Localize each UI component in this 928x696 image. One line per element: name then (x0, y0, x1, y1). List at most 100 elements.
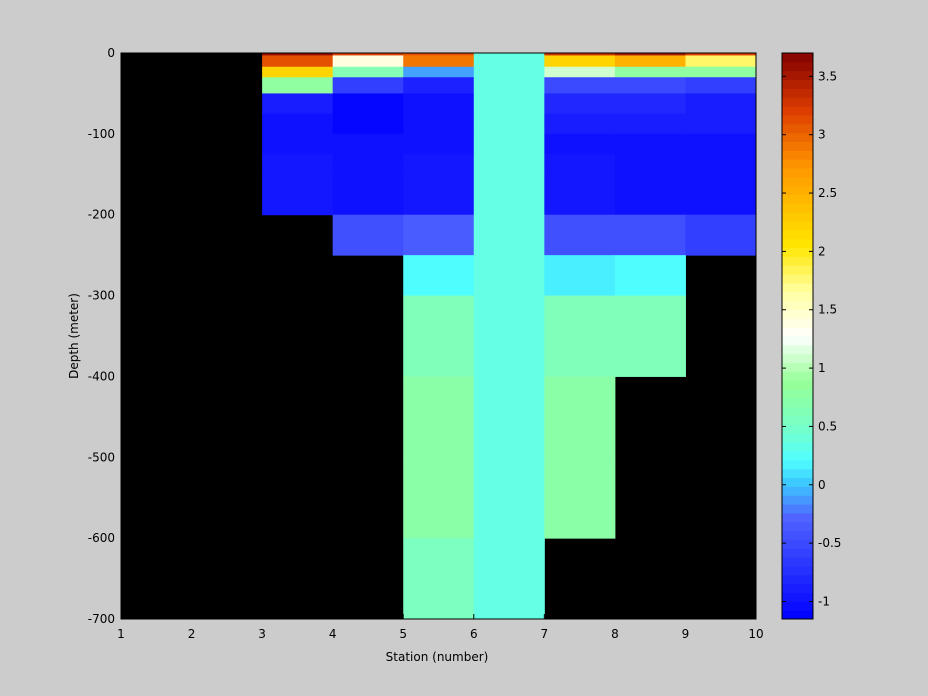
heatmap-cell (544, 255, 616, 297)
colorbar-segment (782, 371, 813, 381)
y-tick-label: -400 (88, 369, 115, 383)
heatmap-cell (473, 53, 545, 56)
colorbar-segment (782, 318, 813, 328)
heatmap-cell (403, 93, 475, 115)
heatmap-cell (473, 66, 545, 78)
colorbar-tick-label: -1 (818, 594, 830, 608)
heatmap-cell (473, 174, 545, 216)
heatmap-cell (544, 133, 616, 155)
colorbar-segment (782, 362, 813, 372)
colorbar-segment (782, 114, 813, 125)
colorbar-segment (782, 380, 813, 390)
colorbar-segment (782, 265, 813, 275)
colorbar-segment (782, 574, 813, 585)
heatmap-cell (403, 133, 475, 155)
heatmap-cell (544, 457, 616, 539)
heatmap-cell (332, 93, 404, 115)
colorbar-segment (782, 539, 813, 549)
heatmap-cell (262, 113, 334, 135)
colorbar-segment (782, 557, 813, 567)
heatmap-cell (262, 55, 334, 68)
x-tick-label: 4 (329, 627, 337, 641)
heatmap-cell (685, 174, 757, 216)
heatmap-cell (614, 53, 686, 56)
heatmap-cell (332, 174, 404, 216)
x-tick-label: 7 (541, 627, 549, 641)
heatmap-cell (473, 376, 545, 458)
heatmap-cell (614, 77, 686, 94)
x-tick-label: 5 (399, 627, 407, 641)
colorbar-tick-label: 3 (818, 128, 826, 142)
y-tick-label: 0 (107, 46, 115, 60)
heatmap-cell (614, 66, 686, 78)
heatmap-cell (614, 295, 686, 377)
colorbar-segment (782, 256, 813, 266)
heatmap-cell (614, 214, 686, 256)
x-tick-label: 10 (748, 627, 763, 641)
colorbar-segment (782, 477, 813, 487)
heatmap-cell (473, 457, 545, 539)
colorbar-segment (782, 70, 813, 81)
colorbar-segment (782, 300, 813, 310)
heatmap-cell (685, 133, 757, 155)
heatmap-cell (332, 133, 404, 155)
heatmap-cell (685, 55, 757, 68)
x-tick-label: 8 (611, 627, 619, 641)
heatmap-cell (544, 376, 616, 458)
colorbar-segment (782, 132, 813, 142)
colorbar-segment (782, 424, 813, 434)
y-axis-label: Depth (meter) (67, 293, 81, 379)
heatmap-cell (403, 457, 475, 539)
colorbar-segment (782, 601, 813, 611)
colorbar-segment (782, 592, 813, 602)
heatmap-cell (614, 55, 686, 68)
heatmap-cell (332, 66, 404, 78)
colorbar-segment (782, 353, 813, 364)
x-tick-label: 1 (117, 627, 125, 641)
x-tick-label: 3 (258, 627, 266, 641)
colorbar-segment (782, 344, 813, 355)
heatmap-cell (332, 113, 404, 135)
colorbar-segment (782, 141, 813, 151)
colorbar-segment (782, 194, 813, 204)
heatmap-cell (685, 154, 757, 175)
y-tick-label: -700 (88, 612, 115, 626)
colorbar-segment (782, 389, 813, 399)
heatmap-cell (685, 77, 757, 94)
heatmap-cell (403, 66, 475, 78)
colorbar-segment (782, 327, 813, 337)
colorbar-segment (782, 583, 813, 593)
colorbar-segment (782, 167, 813, 178)
heatmap-cell (262, 133, 334, 155)
heatmap-cell (403, 113, 475, 135)
colorbar: -1 -0.5 0 0.5 1 1.5 2 2.5 3 3.5 (781, 52, 841, 620)
colorbar-segment (782, 495, 813, 505)
colorbar-segment (782, 548, 813, 558)
heatmap-cell (262, 53, 334, 56)
heatmap-cell (332, 55, 404, 68)
colorbar-segment (782, 468, 813, 478)
heatmap-cell (473, 295, 545, 377)
colorbar-segment (782, 274, 813, 284)
colorbar-segment (782, 97, 813, 107)
heatmap-cell (403, 538, 475, 620)
heatmap-cell (473, 538, 545, 620)
heatmap-cell (403, 376, 475, 458)
axes: 1 2 3 4 5 6 7 8 9 10 0 -100 -200 -300 -400 -500 -600 -700 (88, 46, 764, 641)
heatmap-cell (403, 77, 475, 94)
y-tick-label: -500 (88, 450, 115, 464)
heatmap-cell (473, 55, 545, 68)
colorbar-segment (782, 176, 813, 187)
colorbar-segment (782, 309, 813, 319)
heatmap-cell (685, 214, 757, 256)
heatmap-cell (614, 255, 686, 297)
heatmap-cell (544, 53, 616, 56)
colorbar-segment (782, 221, 813, 231)
heatmap-cell (473, 154, 545, 175)
colorbar-tick-label: 0.5 (818, 419, 837, 433)
x-tick-label: 6 (470, 627, 478, 641)
heatmap-cell (403, 295, 475, 377)
colorbar-segment (782, 486, 813, 496)
heatmap-cell (544, 295, 616, 377)
